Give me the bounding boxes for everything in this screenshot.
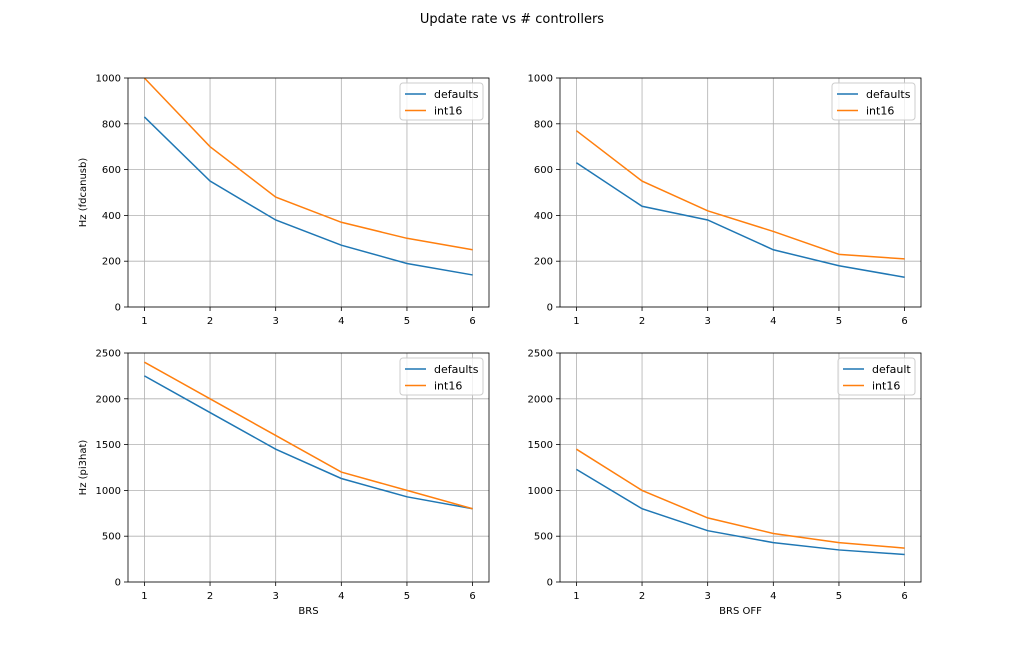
y-axis-label: Hz (fdcanusb) bbox=[78, 158, 89, 228]
y-tick-label: 0 bbox=[547, 303, 553, 314]
y-tick-label: 2000 bbox=[528, 394, 553, 405]
x-tick-label: 6 bbox=[901, 316, 907, 327]
legend: default int16 bbox=[837, 357, 916, 396]
axes-frame bbox=[559, 352, 922, 583]
series-line-int16 bbox=[143, 77, 473, 251]
axes-frame bbox=[127, 352, 490, 583]
x-tick-label: 5 bbox=[836, 316, 842, 327]
series-line-default bbox=[576, 468, 905, 556]
y-tick-label: 600 bbox=[534, 165, 553, 176]
legend-label: int16 bbox=[872, 380, 900, 393]
y-axis-label: Hz (pi3hat) bbox=[78, 440, 89, 496]
x-tick-label: 2 bbox=[207, 591, 213, 602]
y-tick-label: 400 bbox=[534, 211, 553, 222]
series-line-defaults bbox=[575, 162, 905, 278]
series-line-int16 bbox=[144, 361, 473, 510]
x-tick-label: 2 bbox=[639, 316, 645, 327]
x-tick-label: 4 bbox=[338, 316, 344, 327]
legend-label: defaults bbox=[866, 88, 911, 101]
y-tick-label: 2000 bbox=[96, 394, 121, 405]
y-tick-label: 600 bbox=[102, 165, 121, 176]
axes-frame bbox=[127, 77, 490, 308]
x-axis-label: BRS bbox=[298, 606, 318, 617]
figure-title: Update rate vs # controllers bbox=[420, 12, 604, 27]
x-tick-label: 2 bbox=[207, 316, 213, 327]
y-tick-label: 1000 bbox=[96, 74, 121, 85]
x-tick-label: 1 bbox=[573, 316, 579, 327]
subplot-2: 1 2 3 4 5 6 0 500 1000 1500 2000 2500 defaults int16 B… bbox=[78, 349, 490, 617]
x-tick-label: 4 bbox=[770, 316, 776, 327]
legend-label: defaults bbox=[434, 363, 479, 376]
y-tick-label: 0 bbox=[547, 578, 553, 589]
legend-label: int16 bbox=[434, 105, 462, 118]
x-tick-label: 5 bbox=[404, 316, 410, 327]
legend-label: defaults bbox=[434, 88, 479, 101]
x-tick-label: 1 bbox=[573, 591, 579, 602]
series-line-int16 bbox=[575, 130, 905, 260]
series-line-int16 bbox=[576, 448, 905, 549]
y-tick-label: 2500 bbox=[96, 349, 121, 360]
x-tick-label: 5 bbox=[404, 591, 410, 602]
legend-label: default bbox=[872, 363, 911, 376]
y-tick-label: 0 bbox=[115, 578, 121, 589]
y-tick-label: 800 bbox=[102, 119, 121, 130]
x-tick-label: 2 bbox=[639, 591, 645, 602]
x-tick-label: 6 bbox=[469, 316, 475, 327]
x-axis-label: BRS OFF bbox=[719, 606, 762, 617]
y-tick-label: 1000 bbox=[528, 74, 553, 85]
y-tick-label: 1000 bbox=[528, 486, 553, 497]
subplot-1: 1 2 3 4 5 6 0 200 400 600 800 1000 defaults int16 bbox=[528, 74, 922, 327]
x-tick-label: 4 bbox=[770, 591, 776, 602]
legend: defaults int16 bbox=[399, 82, 484, 121]
series-line-defaults bbox=[144, 375, 473, 510]
x-tick-label: 1 bbox=[141, 591, 147, 602]
subplot-0: 1 2 3 4 5 6 0 200 400 600 800 1000 defaults int16 Hz (… bbox=[78, 74, 490, 327]
x-tick-label: 3 bbox=[704, 316, 710, 327]
legend: defaults int16 bbox=[399, 357, 484, 396]
y-tick-label: 800 bbox=[534, 119, 553, 130]
y-tick-label: 0 bbox=[115, 303, 121, 314]
series-line-defaults bbox=[143, 116, 473, 276]
x-tick-label: 5 bbox=[836, 591, 842, 602]
axes-frame bbox=[559, 77, 922, 308]
y-tick-label: 1500 bbox=[528, 440, 553, 451]
legend-label: int16 bbox=[866, 105, 894, 118]
y-tick-label: 1500 bbox=[96, 440, 121, 451]
legend-label: int16 bbox=[434, 380, 462, 393]
y-tick-label: 400 bbox=[102, 211, 121, 222]
x-tick-label: 1 bbox=[141, 316, 147, 327]
subplot-3: 1 2 3 4 5 6 0 500 1000 1500 2000 2500 default int16 BR… bbox=[528, 349, 922, 617]
y-tick-label: 2500 bbox=[528, 349, 553, 360]
y-tick-label: 1000 bbox=[96, 486, 121, 497]
x-tick-label: 6 bbox=[901, 591, 907, 602]
x-tick-label: 4 bbox=[338, 591, 344, 602]
y-tick-label: 200 bbox=[102, 257, 121, 268]
x-tick-label: 6 bbox=[469, 591, 475, 602]
legend: defaults int16 bbox=[831, 82, 916, 121]
y-tick-label: 500 bbox=[102, 532, 121, 543]
x-tick-label: 3 bbox=[704, 591, 710, 602]
x-tick-label: 3 bbox=[272, 591, 278, 602]
x-tick-label: 3 bbox=[272, 316, 278, 327]
y-tick-label: 200 bbox=[534, 257, 553, 268]
y-tick-label: 500 bbox=[534, 532, 553, 543]
